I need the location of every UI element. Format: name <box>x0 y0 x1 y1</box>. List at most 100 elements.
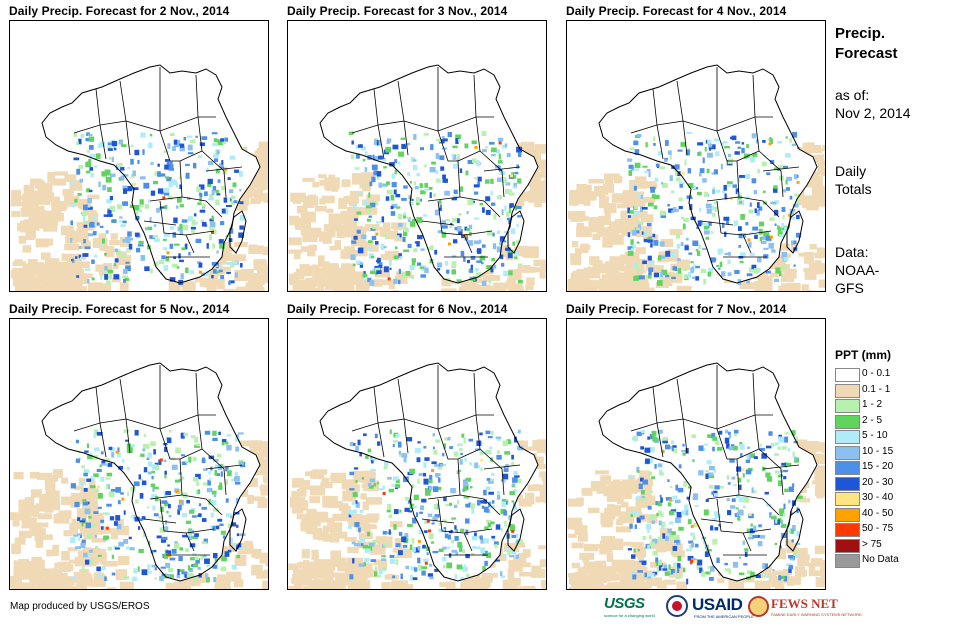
rain-cell <box>780 469 784 473</box>
rain-cell <box>227 177 231 181</box>
rain-cell <box>503 480 506 484</box>
rain-cell <box>724 145 730 149</box>
dry-area <box>42 495 58 506</box>
rain-cell <box>471 140 477 145</box>
rain-cell <box>356 260 360 264</box>
rain-cell <box>699 567 703 574</box>
dry-area <box>676 581 687 589</box>
rain-cell <box>796 530 800 537</box>
rain-cell <box>487 230 493 236</box>
rain-cell <box>165 256 170 262</box>
rain-cell <box>664 157 668 161</box>
country-border <box>479 150 505 198</box>
rain-cell <box>492 232 495 237</box>
rain-cell <box>197 202 202 205</box>
dry-area <box>621 501 629 508</box>
legend-item: No Data <box>835 553 935 569</box>
dry-area <box>658 251 666 258</box>
rain-cell <box>403 249 410 252</box>
rain-cell <box>171 548 177 554</box>
rain-cell <box>647 505 652 510</box>
dry-area <box>43 185 53 193</box>
dry-area <box>47 171 56 183</box>
rain-cell <box>239 201 244 205</box>
dry-area <box>351 277 360 285</box>
dry-area <box>385 250 399 261</box>
rain-cell <box>464 234 469 241</box>
rain-cell <box>764 491 769 495</box>
rain-cell <box>727 568 731 573</box>
rain-cell <box>435 153 440 160</box>
dry-area <box>318 231 325 242</box>
rain-cell <box>424 164 427 168</box>
dry-area <box>27 229 36 240</box>
heavy-rain-cell <box>690 559 694 563</box>
rain-cell <box>649 446 655 453</box>
rain-cell <box>660 182 664 185</box>
heavy-rain-cell <box>198 270 202 274</box>
rain-cell <box>745 222 749 226</box>
dry-area <box>319 179 335 186</box>
rain-cell <box>90 559 94 565</box>
madagascar-outline <box>786 508 804 552</box>
rain-cell <box>514 256 518 260</box>
rain-cell <box>178 556 183 562</box>
rain-cell <box>486 519 492 523</box>
rain-cell <box>188 569 193 573</box>
dry-area <box>344 282 355 291</box>
rain-cell <box>744 551 748 557</box>
dry-area <box>592 233 600 241</box>
rain-cell <box>374 433 378 439</box>
rain-cell <box>107 210 112 214</box>
dry-area <box>291 563 308 569</box>
rain-cell <box>139 199 144 205</box>
rain-cell <box>75 458 81 463</box>
rain-cell <box>136 216 139 221</box>
rain-cell <box>795 554 800 558</box>
dry-area <box>519 571 535 577</box>
dry-area <box>22 282 34 291</box>
dry-area <box>598 216 610 224</box>
dry-area <box>237 542 252 555</box>
dry-area <box>524 492 535 505</box>
data-label: Data: <box>835 244 869 260</box>
rain-cell <box>655 501 658 506</box>
rain-cell <box>225 208 229 215</box>
rain-cell <box>197 567 201 570</box>
rain-cell <box>660 497 663 503</box>
rain-cell <box>773 278 780 282</box>
rain-cell <box>140 254 146 261</box>
rain-cell <box>138 548 144 554</box>
rain-cell <box>674 499 681 504</box>
rain-cell <box>401 143 407 149</box>
rain-cell <box>501 240 507 243</box>
rain-cell <box>89 189 93 193</box>
coastline <box>598 64 818 284</box>
rain-cell <box>686 496 690 500</box>
rain-cell <box>737 509 744 516</box>
dry-area <box>23 184 35 197</box>
rain-cell <box>206 167 209 173</box>
rain-cell <box>752 534 759 539</box>
sidebar-title-line1: Precip. <box>835 25 886 42</box>
rain-cell <box>214 229 217 235</box>
legend-item: 15 - 20 <box>835 460 935 476</box>
coastline <box>319 362 539 582</box>
rain-cell <box>181 571 188 575</box>
rain-cell <box>224 551 230 557</box>
dry-area <box>391 580 408 586</box>
dry-area <box>611 234 624 245</box>
rain-cell <box>108 148 113 151</box>
rain-cell <box>348 511 352 518</box>
rain-cell <box>395 479 400 484</box>
rain-cell <box>490 267 494 273</box>
rain-cell <box>433 193 436 198</box>
rain-cell <box>164 470 167 475</box>
dry-area <box>538 545 546 550</box>
dry-area <box>792 547 808 559</box>
dry-area <box>250 197 261 204</box>
rain-cell <box>710 231 714 234</box>
rain-cell <box>766 172 771 176</box>
rain-cell <box>423 558 429 562</box>
rain-cell <box>164 164 169 170</box>
